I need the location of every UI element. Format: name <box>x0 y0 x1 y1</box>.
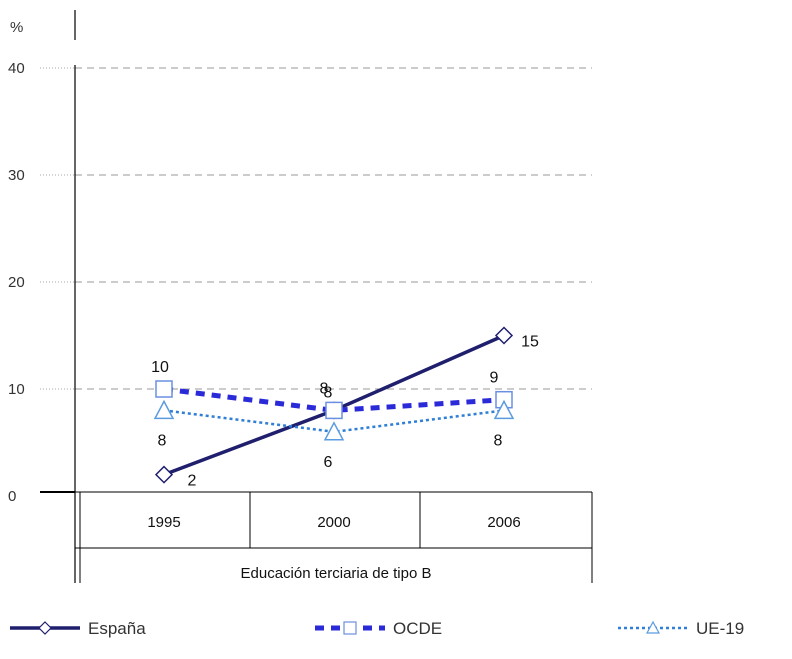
legend-label: UE-19 <box>696 619 744 638</box>
y-tick-label: 0 <box>8 488 16 505</box>
y-tick-label: 30 <box>8 167 25 184</box>
y-axis-unit-label: % <box>10 19 23 36</box>
data-label: 9 <box>490 370 499 387</box>
y-tick-label: 20 <box>8 274 25 291</box>
gridlines <box>75 67 592 390</box>
legend-label: España <box>88 619 146 638</box>
marker-square <box>325 401 343 420</box>
legend-label: OCDE <box>393 619 442 638</box>
legend: España OCDE UE-19 <box>10 619 744 638</box>
marker-square <box>155 380 173 398</box>
y-tick-label: 10 <box>8 381 25 398</box>
data-label: 8 <box>320 380 329 397</box>
x-category-label: 2006 <box>487 514 520 531</box>
data-label: 2 <box>188 473 197 490</box>
data-labels: 2 8 15 10 8 9 8 6 8 <box>151 334 539 490</box>
y-axis-ticks: 0 10 20 30 40 <box>8 60 75 505</box>
category-table: Educación terciaria de tipo B <box>75 491 593 583</box>
legend-marker <box>38 621 52 635</box>
marker-triangle <box>323 421 345 441</box>
category-labels: 1995 2000 2006 <box>147 514 520 531</box>
data-label: 8 <box>158 432 167 449</box>
legend-marker <box>645 620 661 634</box>
data-label: 6 <box>324 454 333 471</box>
x-category-label: 2000 <box>317 514 350 531</box>
marker-diamond <box>154 465 174 484</box>
marker-diamond <box>494 326 514 345</box>
y-tick-label: 40 <box>8 60 25 77</box>
marker-triangle <box>493 399 515 420</box>
x-category-label: 1995 <box>147 514 180 531</box>
legend-marker <box>343 621 357 635</box>
data-label: 15 <box>521 334 539 351</box>
marker-triangle <box>153 399 175 420</box>
data-label: 8 <box>324 384 333 401</box>
group-label: Educación terciaria de tipo B <box>241 565 432 582</box>
series-markers <box>153 326 515 484</box>
data-label: 8 <box>494 432 503 449</box>
data-label: 10 <box>151 359 169 376</box>
